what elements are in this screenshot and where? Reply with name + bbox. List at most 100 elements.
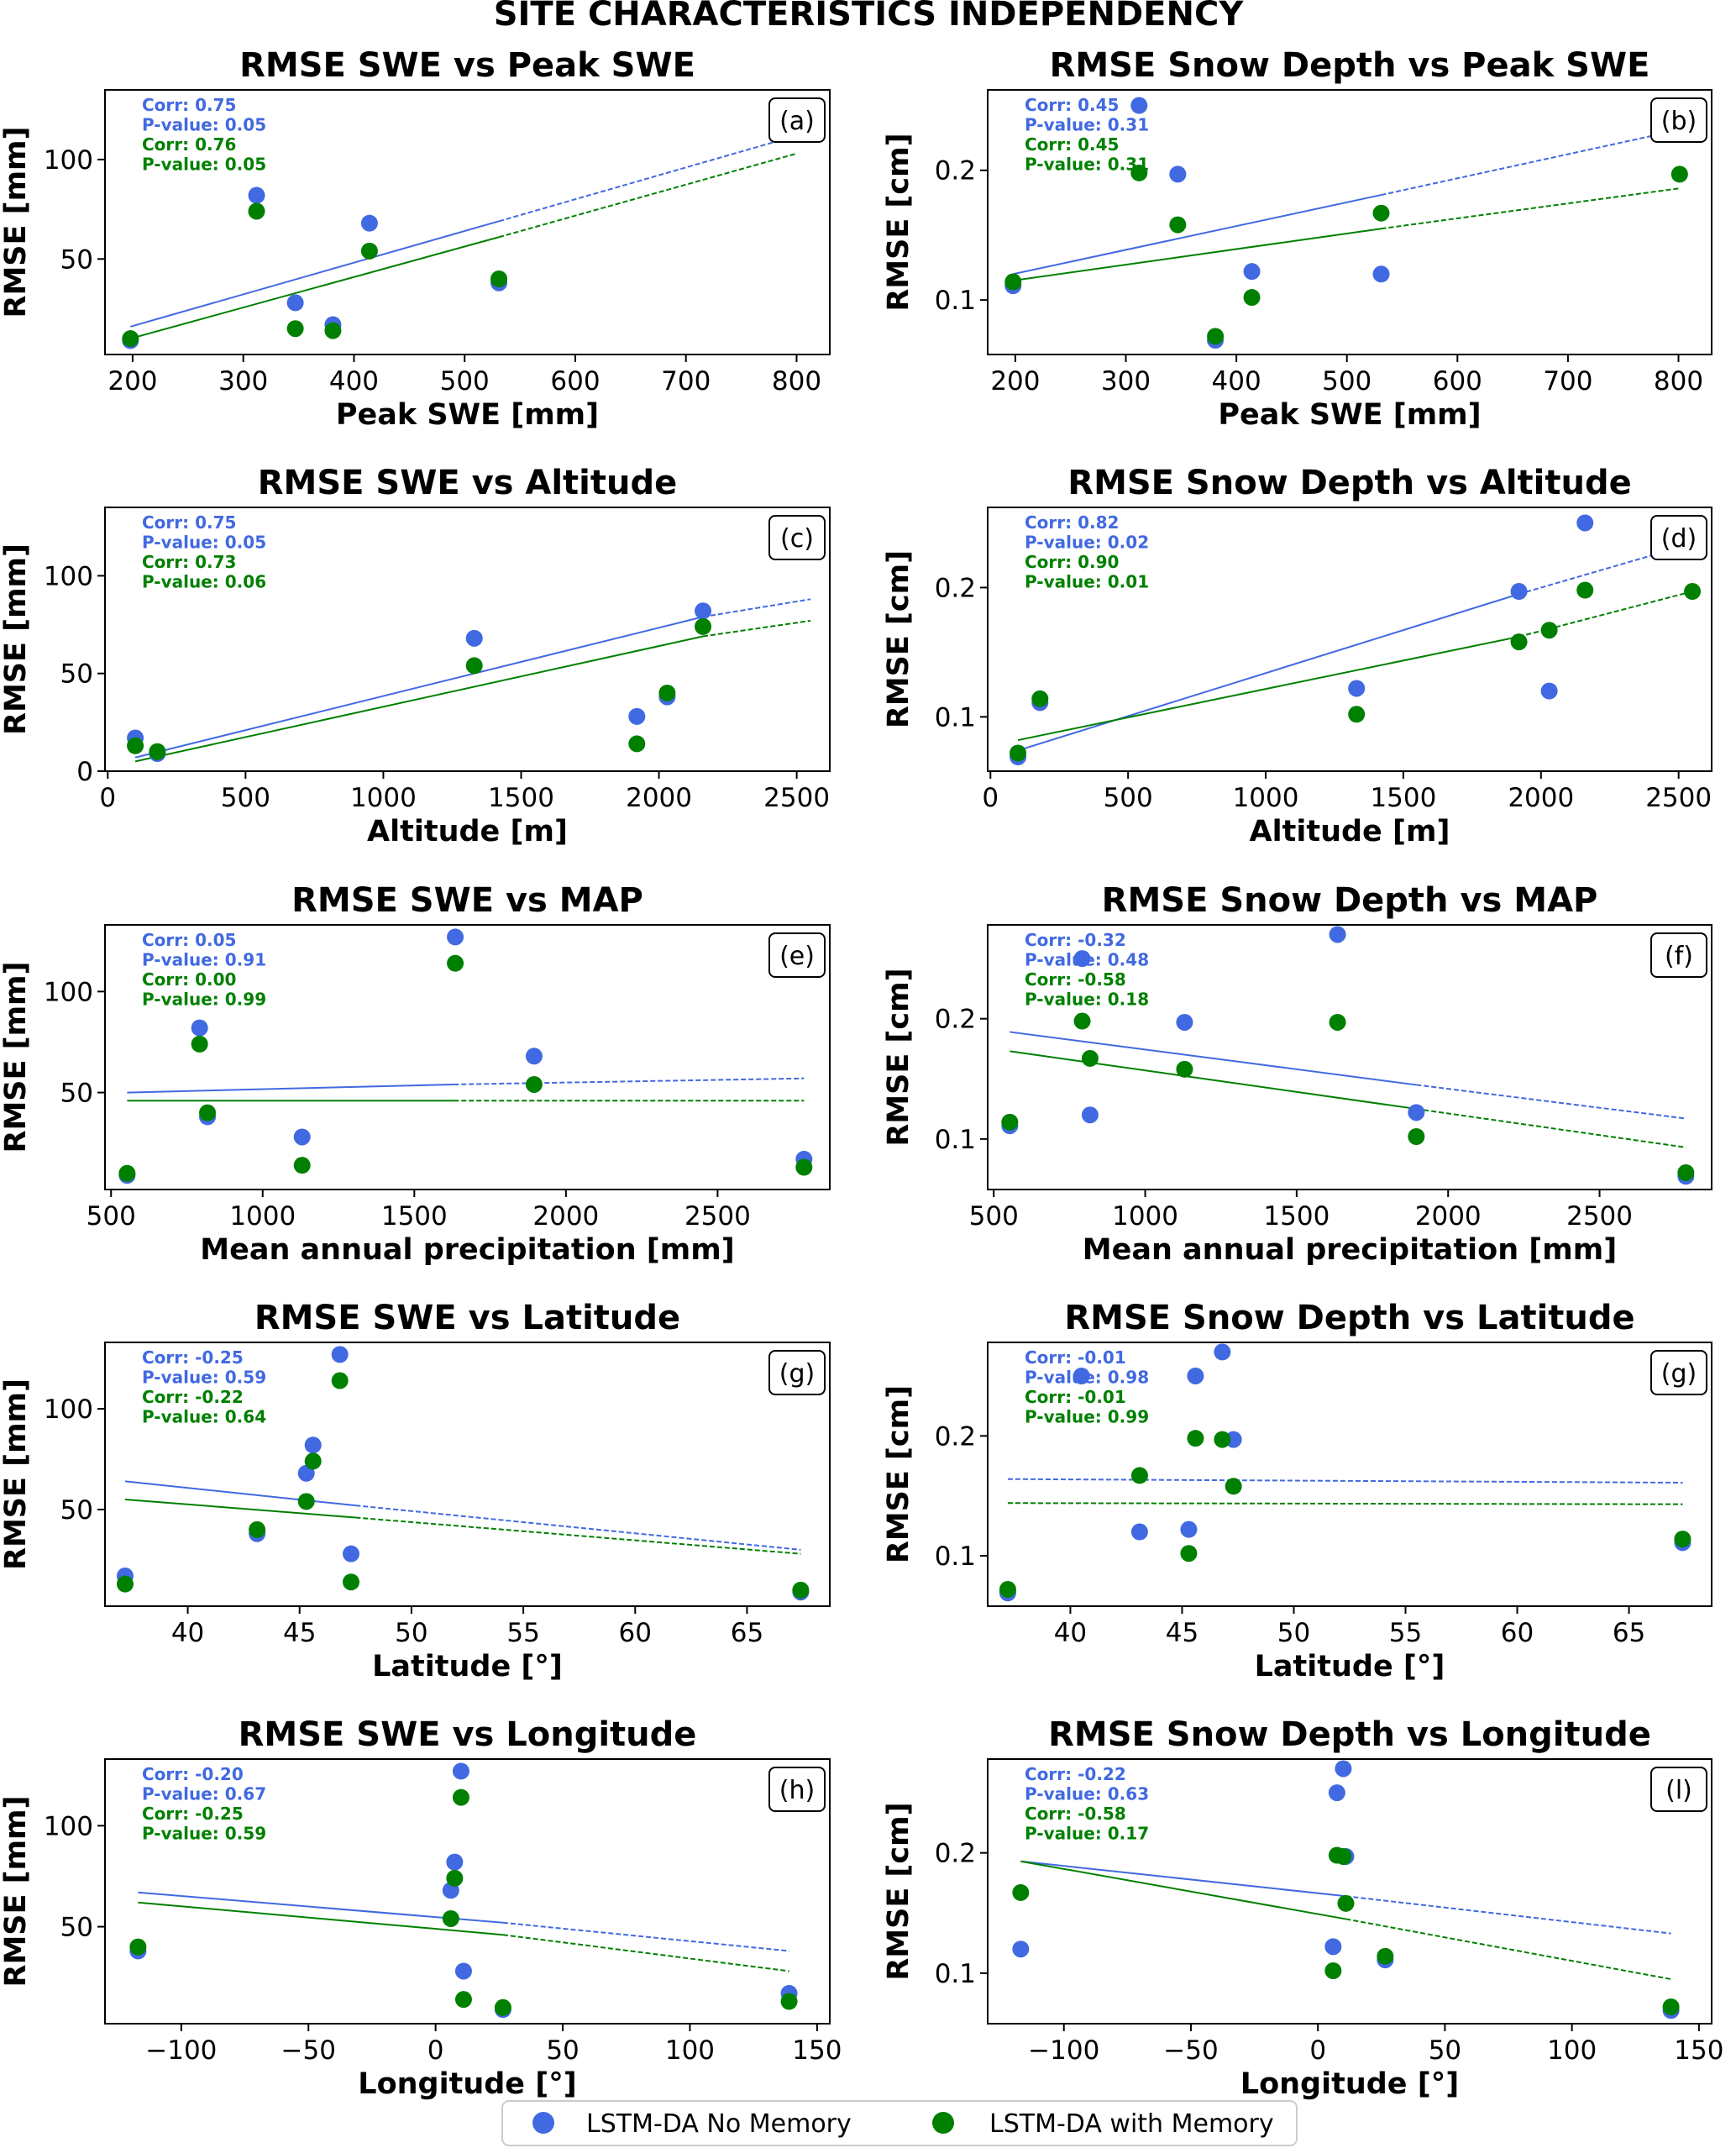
x-tick-label: 2000 [1508,783,1574,813]
data-point-with-memory [149,743,166,760]
stat-text: Corr: 0.73 [142,552,236,572]
fit-line-extension-with-memory [355,1516,801,1555]
x-tick-label: 500 [969,1201,1019,1232]
chart-panel-1: RMSE SWE vs Peak SWE 200 300 400 500 600 700 80… [0,46,831,432]
data-point-no-memory [695,602,712,620]
data-point-with-memory [1348,706,1366,723]
panel-tag: (h) [779,1776,815,1805]
data-point-no-memory [1372,265,1390,283]
x-tick-label: 40 [171,1618,204,1648]
plot-area [1017,543,1693,752]
fit-line-with-memory [134,635,704,763]
x-tick-label: 50 [546,2035,579,2066]
data-point-with-memory [465,657,483,675]
legend-frame [501,2100,1298,2146]
x-tick-label: 800 [1654,366,1703,397]
plot-area [127,1077,805,1102]
data-point-with-memory [1001,1113,1019,1131]
chart-title: RMSE Snow Depth vs Latitude [1064,1299,1634,1337]
x-tick-label: −50 [281,2035,336,2066]
data-point-no-memory [191,1019,208,1037]
plot-area [1010,1031,1686,1148]
y-axis-label: RMSE [mm] [0,126,33,318]
x-axis-label: Mean annual precipitation [mm] [1083,1233,1617,1267]
x-tick-label: 50 [1429,2035,1461,2066]
stat-text: P-value: 0.05 [142,533,266,553]
data-point-no-memory [1130,97,1148,114]
x-tick-label: 0 [1309,2035,1326,2066]
chart-title: RMSE SWE vs Peak SWE [239,46,695,85]
stat-text: P-value: 0.01 [1025,572,1149,592]
stat-text: Corr: -0.01 [1025,1347,1126,1368]
data-point-no-memory [1012,1941,1030,1958]
chart-panel-7: RMSE SWE vs Latitude 40 45 50 55 60 65 50 100 Lat… [0,1299,831,1683]
x-tick-label: 2500 [1566,1201,1633,1232]
plot-frame [987,1758,1712,2025]
data-point-with-memory [1684,583,1702,601]
fit-line-extension-with-memory [502,1934,789,1972]
chart-title: RMSE SWE vs MAP [291,881,643,920]
stat-text: P-value: 0.06 [142,572,266,592]
data-point-with-memory [122,330,139,348]
x-tick-label: 0 [427,2035,444,2066]
data-point-with-memory [658,684,676,701]
y-axis-label: RMSE [mm] [0,544,33,735]
data-point-no-memory [465,629,483,647]
data-point-no-memory [1169,165,1187,183]
x-axis-label: Latitude [°] [1255,1650,1445,1683]
fit-line-with-memory [138,1901,503,1936]
fit-line-with-memory [1020,1860,1346,1920]
data-point-with-memory [780,1993,798,2010]
data-point-with-memory [249,1520,266,1538]
stat-text: P-value: 0.64 [142,1407,266,1427]
data-point-with-memory [494,1998,511,2016]
stat-text: P-value: 0.48 [1025,950,1149,970]
stat-text: P-value: 0.99 [1025,1407,1149,1427]
data-point-with-memory [1180,1545,1198,1562]
x-axis-label: Altitude [m] [367,815,568,848]
plot-frame [104,1342,831,1607]
y-tick-label: 0.1 [935,702,976,733]
data-point-no-memory [342,1545,359,1562]
panel-tag: (f) [1665,942,1693,971]
data-point-no-memory [1073,950,1091,968]
plot-frame [987,924,1712,1190]
x-tick-label: 1000 [350,783,417,813]
data-point-with-memory [1207,328,1225,345]
fit-line-with-memory [1010,1050,1417,1111]
stat-text: Corr: -0.22 [1025,1764,1126,1784]
data-point-no-memory [293,1128,311,1146]
data-point-with-memory [1130,164,1148,181]
stat-text: Corr: -0.32 [1025,930,1126,950]
data-point-with-memory [293,1157,311,1174]
data-point-with-memory [795,1158,813,1176]
fit-line-extension-no-memory [454,1077,805,1085]
panel-tag-frame [768,515,826,560]
panel-tag-frame [768,1767,826,1812]
data-point-with-memory [1372,204,1390,222]
data-point-no-memory [1073,1367,1090,1384]
x-tick-label: 1500 [488,783,554,813]
data-point-with-memory [1187,1430,1204,1447]
plot-area [130,134,797,340]
legend-label-with-memory: LSTM-DA with Memory [989,2109,1274,2139]
data-point-with-memory [1176,1060,1193,1078]
stat-text: P-value: 0.59 [142,1824,266,1844]
data-point-with-memory [116,1575,134,1593]
chart-panel-9: RMSE SWE vs Longitude −100 −50 0 50 100 150 50 1… [0,1715,842,2101]
plot-frame [104,89,831,355]
stat-text: P-value: 0.59 [142,1368,266,1388]
data-point-with-memory [324,322,342,339]
x-tick-label: 700 [1543,366,1592,397]
plot-frame [104,1758,831,2025]
stat-text: P-value: 0.05 [142,115,266,135]
stat-text: P-value: 0.67 [142,1784,266,1804]
data-point-no-memory [360,214,378,232]
data-point-with-memory [304,1452,322,1470]
x-tick-label: 45 [1166,1618,1198,1648]
x-axis-label: Altitude [m] [1250,815,1450,848]
x-tick-label: 2500 [1645,783,1712,813]
x-tick-label: 600 [550,366,600,397]
